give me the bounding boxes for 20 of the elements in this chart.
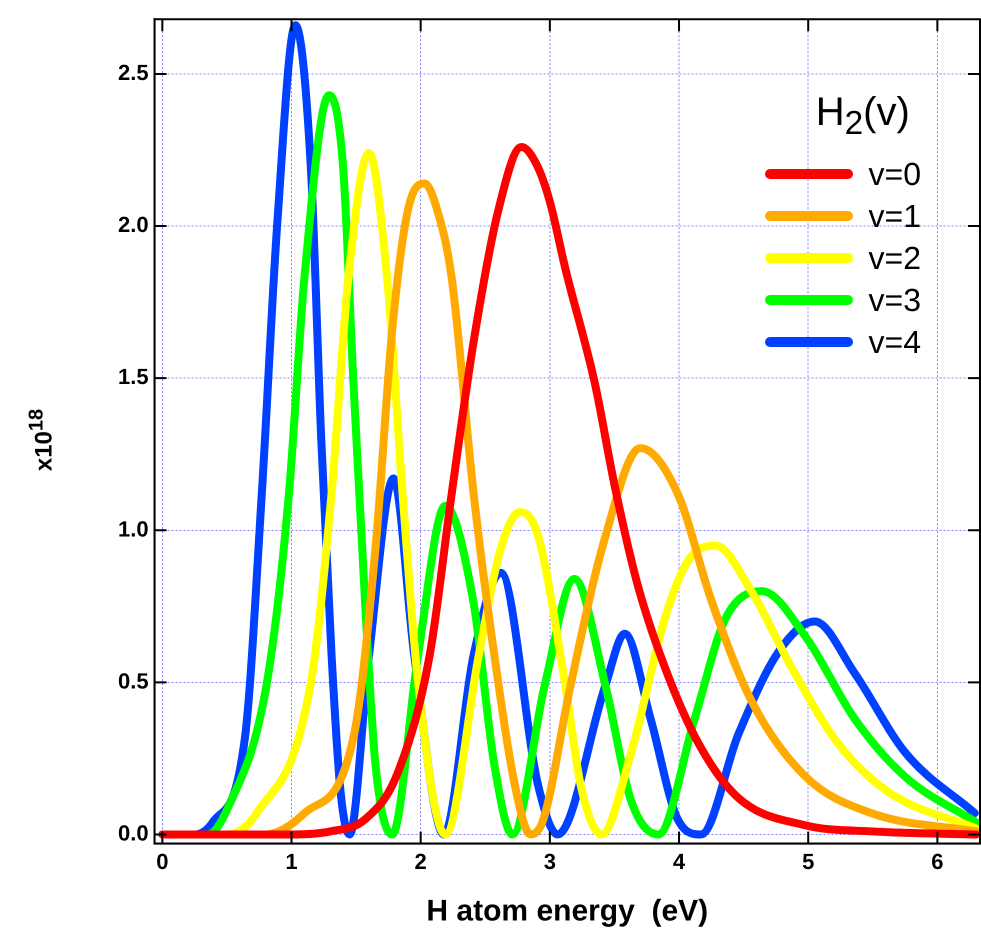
legend-label: v=1 [868, 198, 921, 234]
x-tick-label: 4 [672, 848, 686, 874]
y-tick-label: 0.0 [118, 820, 149, 846]
legend-label: v=4 [868, 324, 921, 360]
x-tick-label: 0 [156, 848, 168, 874]
y-tick-label: 2.0 [118, 212, 149, 238]
y-tick-label: 1.0 [118, 516, 149, 542]
x-tick-label: 6 [931, 848, 944, 874]
legend-label: v=2 [868, 240, 921, 276]
x-tick-label: 3 [544, 848, 556, 874]
x-tick-label: 2 [414, 848, 427, 874]
x-tick-label: 1 [285, 848, 298, 874]
x-axis-title: H atom energy (eV) [426, 894, 708, 928]
legend-title: H$_{2}$(v) [814, 90, 911, 143]
y-tick-label: 2.5 [118, 60, 149, 86]
legend-label: v=0 [868, 156, 921, 192]
legend-label: v=3 [868, 282, 921, 318]
x-tick-label: 5 [802, 848, 814, 874]
y-tick-label: 1.5 [118, 364, 149, 390]
y-tick-label: 0.5 [118, 668, 149, 694]
